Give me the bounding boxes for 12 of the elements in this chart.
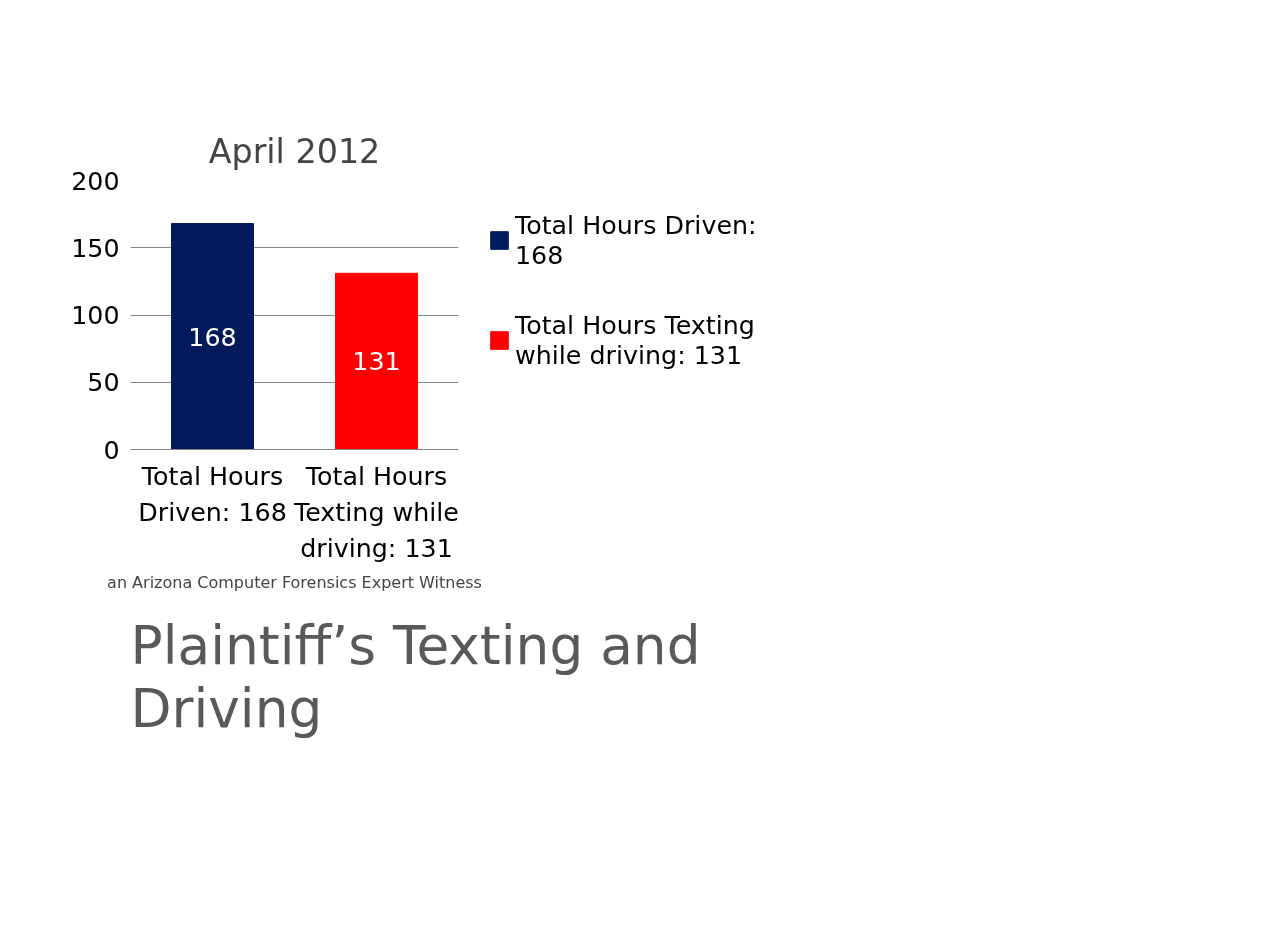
legend-label: Total Hours Driven: 168 <box>515 210 757 270</box>
y-tick-label: 100 <box>71 300 120 330</box>
text: Plaintiff’s Texting and Driving <box>130 613 701 740</box>
y-tick-label: 0 <box>103 434 120 465</box>
y-tick-label: 150 <box>71 232 120 263</box>
y-tick-label: 50 <box>87 367 120 398</box>
legend-label: Total Hours Texting while driving: 131 <box>515 310 755 370</box>
data-label: 168 <box>188 321 237 352</box>
text: an Arizona Computer Forensics Expert Witness <box>107 572 482 592</box>
data-label: 131 <box>352 346 401 377</box>
y-tick-label: 200 <box>71 165 120 196</box>
chart-title: April 2012 <box>208 131 381 171</box>
